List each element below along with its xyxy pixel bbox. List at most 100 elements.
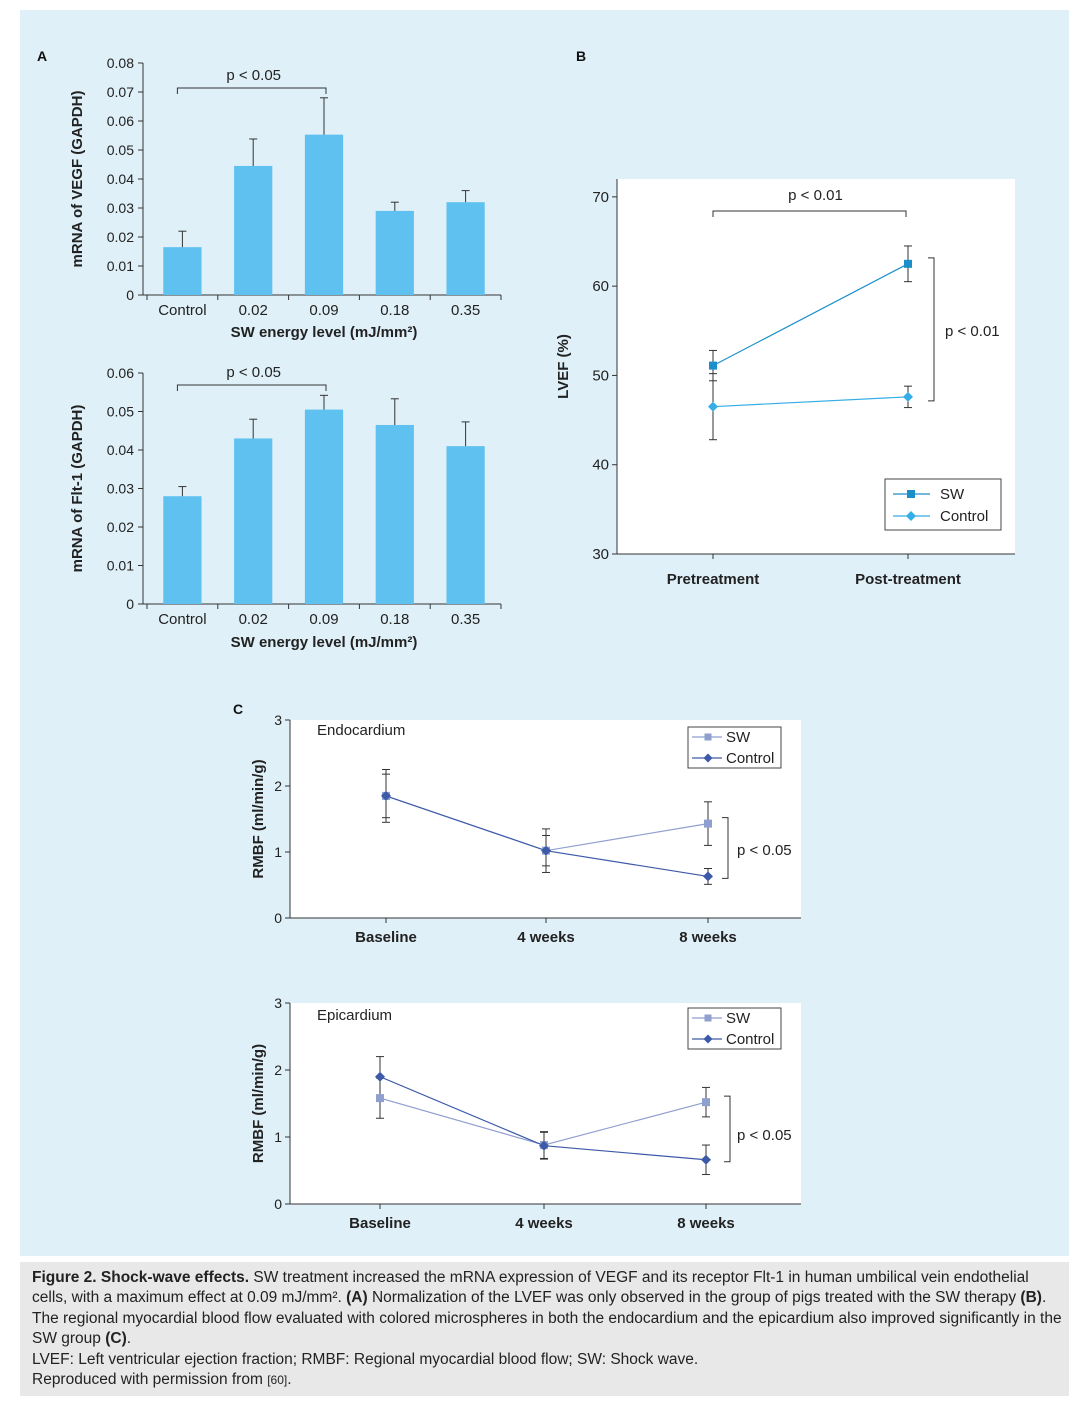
data-point-diamond — [375, 1071, 385, 1082]
caption-text-2: Normalization of the LVEF was only obser… — [367, 1289, 1021, 1307]
y-tick-label: 60 — [592, 278, 609, 295]
x-tick-label: 0.09 — [309, 302, 338, 319]
legend-label: SW — [726, 1010, 751, 1027]
series-line — [712, 396, 909, 408]
caption-background — [20, 1262, 1069, 1396]
bar — [234, 438, 273, 604]
data-point-diamond — [701, 1154, 711, 1165]
y-tick-label: 1 — [274, 1129, 282, 1145]
x-tick-label: Pretreatment — [667, 571, 760, 588]
data-point-diamond — [539, 1140, 549, 1151]
significance-label: p < 0.05 — [226, 67, 281, 84]
chart-title: Epicardium — [317, 1007, 392, 1024]
y-tick-label: 0 — [274, 910, 282, 926]
x-tick-label: 4 weeks — [517, 929, 575, 946]
significance-label: p < 0.05 — [737, 842, 792, 859]
significance-label: p < 0.05 — [737, 1127, 792, 1144]
y-tick-label: 0.07 — [107, 84, 134, 100]
y-axis-label: mRNA of VEGF (GAPDH) — [69, 91, 86, 268]
y-tick-label: 0 — [126, 287, 134, 303]
data-point-square — [704, 819, 712, 828]
caption-abbreviations: LVEF: Left ventricular ejection fraction… — [32, 1350, 699, 1368]
significance-label: p < 0.01 — [788, 187, 843, 204]
data-point-diamond — [906, 511, 916, 521]
bar — [234, 165, 273, 295]
caption-permission: Reproduced with permission from — [32, 1371, 268, 1389]
data-point-diamond — [703, 871, 713, 882]
series-line — [712, 263, 909, 367]
panel-label: C — [233, 701, 243, 717]
caption-text-1: SW treatment increased the mRNA expressi… — [32, 1269, 1029, 1307]
y-tick-label: 3 — [274, 995, 282, 1011]
y-tick-label: 0.03 — [107, 200, 134, 216]
bar — [375, 424, 414, 604]
panel-label: A — [37, 48, 47, 64]
y-tick-label: 2 — [274, 778, 282, 794]
x-tick-label: 0.18 — [380, 302, 409, 319]
x-tick-label: 0.09 — [309, 611, 338, 628]
significance-bracket — [176, 384, 327, 391]
y-tick-label: 40 — [592, 457, 609, 474]
data-point-diamond — [903, 391, 913, 402]
legend-label: Control — [726, 750, 774, 767]
data-point-square — [376, 1094, 384, 1103]
significance-bracket — [724, 1095, 731, 1163]
caption-paragraph: Figure 2. Shock-wave effects. SW treatme… — [32, 1268, 1062, 1350]
legend-box — [687, 1007, 782, 1050]
caption-label-c: (C) — [105, 1330, 127, 1348]
y-tick-label: 0.06 — [107, 113, 134, 129]
caption-permission-end: . — [287, 1371, 292, 1389]
y-tick-label: 2 — [274, 1062, 282, 1078]
caption-text-3: . The regional myocardial blood flow eva… — [32, 1289, 1062, 1348]
x-tick-label: 0.18 — [380, 611, 409, 628]
y-axis-label: mRNA of Flt-1 (GAPDH) — [69, 405, 86, 573]
y-tick-label: 0 — [126, 596, 134, 612]
bar — [375, 210, 414, 295]
x-tick-label: Baseline — [349, 1215, 411, 1232]
bar — [446, 202, 485, 295]
x-tick-label: Baseline — [355, 929, 417, 946]
bar — [304, 134, 344, 295]
significance-label: p < 0.01 — [945, 323, 1000, 340]
data-point-diamond — [708, 401, 718, 412]
bar — [163, 247, 202, 295]
caption-reference: [60] — [267, 1373, 288, 1388]
figure-canvas: 0 0.01 0.02 0.03 0.04 0.05 0.06 0.07 0.08 Control… — [37, 48, 1015, 1232]
y-tick-label: 0.04 — [107, 171, 134, 187]
data-point-diamond — [381, 790, 391, 801]
caption-heading: Figure 2. Shock-wave effects. — [32, 1269, 250, 1286]
data-point-square — [904, 259, 912, 268]
data-point-square — [709, 361, 717, 370]
chart-title: Endocardium — [317, 722, 405, 739]
data-point-diamond — [703, 1034, 713, 1044]
data-point-diamond — [541, 845, 551, 856]
y-tick-label: 0.03 — [107, 481, 134, 497]
y-tick-label: 0.01 — [107, 258, 134, 274]
y-tick-label: 0.02 — [107, 229, 134, 245]
data-point-square — [907, 490, 915, 498]
x-axis-label: SW energy level (mJ/mm²) — [231, 324, 418, 341]
bar — [304, 409, 344, 604]
figure-caption: Figure 2. Shock-wave effects. SW treatme… — [32, 1268, 1062, 1390]
y-tick-label: 0.05 — [107, 404, 134, 420]
y-tick-label: 0.05 — [107, 142, 134, 158]
y-axis-label: RMBF (ml/min/g) — [250, 1044, 267, 1163]
significance-bracket — [928, 257, 935, 402]
legend-label: SW — [726, 729, 751, 746]
legend-label: Control — [726, 1031, 774, 1048]
y-tick-label: 0.06 — [107, 365, 134, 381]
legend-label: SW — [940, 486, 965, 503]
y-tick-label: 50 — [592, 367, 609, 384]
data-point-square — [704, 733, 712, 741]
x-axis-label: SW energy level (mJ/mm²) — [231, 634, 418, 651]
x-tick-label: Control — [158, 302, 206, 319]
x-tick-label: 8 weeks — [677, 1215, 735, 1232]
y-tick-label: 0.01 — [107, 558, 134, 574]
x-tick-label: 8 weeks — [679, 929, 737, 946]
y-axis-label: RMBF (ml/min/g) — [250, 759, 267, 878]
significance-bracket — [722, 817, 729, 879]
caption-label-b: (B) — [1020, 1289, 1042, 1307]
caption-text-4: . — [126, 1330, 132, 1348]
data-point-square — [702, 1098, 710, 1107]
legend-box — [884, 478, 1002, 531]
